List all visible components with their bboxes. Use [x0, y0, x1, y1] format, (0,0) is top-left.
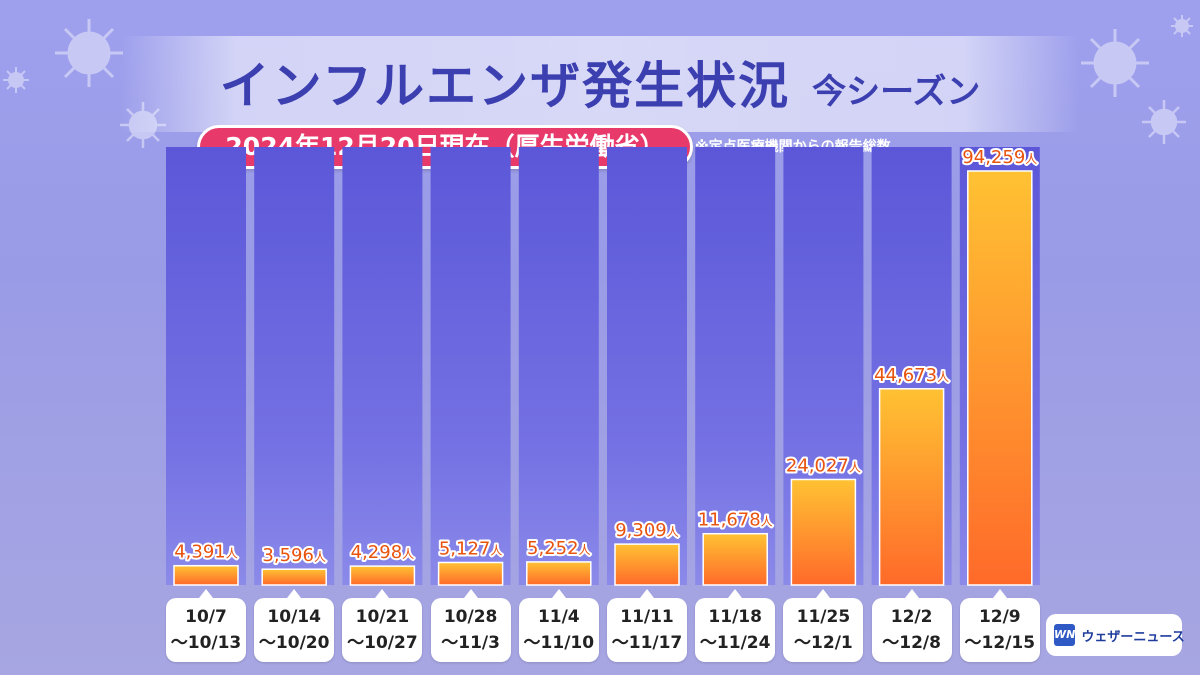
week-end: 〜11/17 — [611, 633, 683, 653]
bar-background-column — [518, 147, 599, 585]
virus-icon — [1142, 100, 1186, 144]
week-start: 11/18 — [708, 607, 762, 627]
week-start: 11/4 — [537, 607, 580, 627]
bar-8 — [878, 388, 945, 586]
week-start: 10/21 — [355, 607, 410, 627]
bar-background-column — [695, 147, 776, 585]
week-end: 〜12/15 — [964, 633, 1036, 653]
virus-icon — [1081, 29, 1149, 97]
value-label: 11,678人 — [698, 510, 773, 531]
week-label: 10/21 〜10/27 — [342, 589, 423, 662]
value-label: 3,596人 — [262, 545, 326, 566]
week-label: 10/7 〜10/13 — [166, 589, 246, 662]
bar-2 — [349, 565, 416, 586]
chart-title: インフルエンザ発生状況 今シーズン — [0, 46, 1200, 118]
bar-9 — [967, 170, 1033, 586]
week-label: 11/11 〜11/17 — [607, 589, 687, 662]
week-start: 10/28 — [443, 607, 498, 627]
week-label: 10/14 〜10/20 — [254, 589, 335, 662]
bar-5 — [614, 543, 680, 586]
bar-background-column — [254, 147, 335, 585]
week-label: 11/18 〜11/24 — [695, 589, 776, 662]
week-end: 〜12/1 — [794, 633, 853, 653]
value-label: 9,309人 — [615, 520, 679, 541]
week-start: 10/14 — [267, 607, 321, 627]
value-label: 4,298人 — [351, 542, 415, 563]
title-band — [120, 36, 1080, 132]
bar-0 — [173, 564, 239, 586]
week-end: 〜11/10 — [523, 633, 595, 653]
bar-background-column — [342, 147, 423, 585]
bar-3 — [437, 561, 504, 586]
bar-background-column — [430, 147, 511, 585]
bar-background-column — [607, 147, 687, 585]
value-label: 5,252人 — [527, 538, 591, 559]
bar-4 — [526, 561, 592, 586]
value-label: 44,673人 — [874, 365, 949, 386]
virus-icon — [3, 67, 29, 93]
bar-background-column — [166, 147, 246, 585]
week-end: 〜10/27 — [347, 633, 418, 653]
weathernews-logo-icon: WN — [1054, 624, 1076, 646]
value-label: 24,027人 — [786, 455, 861, 476]
week-start: 11/25 — [796, 607, 851, 627]
week-start: 12/9 — [978, 607, 1021, 627]
brand-logo: WN ウェザーニュース — [1046, 614, 1185, 656]
bar-6 — [702, 532, 768, 586]
week-label: 12/9 〜12/15 — [959, 589, 1040, 662]
week-label: 11/4 〜11/10 — [518, 589, 599, 662]
brand-name: ウェザーニュース — [1081, 629, 1185, 645]
week-end: 〜11/24 — [699, 633, 771, 653]
virus-icon — [1171, 15, 1193, 37]
week-end: 〜10/20 — [258, 633, 330, 653]
value-label: 94,259人 — [962, 147, 1037, 168]
week-start: 10/7 — [185, 607, 227, 627]
week-end: 〜11/3 — [441, 633, 500, 653]
bar-1 — [261, 568, 327, 586]
week-end: 〜10/13 — [170, 633, 242, 653]
bar-7 — [790, 478, 857, 586]
value-label: 5,127人 — [439, 538, 503, 559]
week-label: 12/2 〜12/8 — [871, 589, 952, 662]
virus-icon — [55, 19, 123, 87]
value-label: 4,391人 — [174, 542, 238, 563]
week-start: 11/11 — [620, 607, 674, 627]
week-label: 10/28 〜11/3 — [430, 589, 511, 662]
week-label: 11/25 〜12/1 — [783, 589, 864, 662]
week-end: 〜12/8 — [882, 633, 941, 653]
title-main: インフルエンザ発生状況 — [219, 57, 791, 115]
week-start: 12/2 — [890, 607, 933, 627]
title-season: 今シーズン — [812, 72, 981, 112]
